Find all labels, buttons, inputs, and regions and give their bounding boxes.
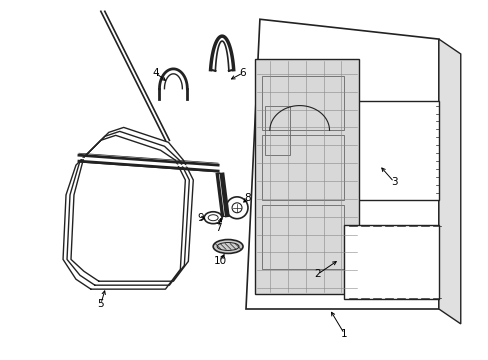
- Text: 5: 5: [97, 299, 104, 309]
- Text: 8: 8: [244, 193, 251, 203]
- Polygon shape: [254, 59, 359, 294]
- Text: 9: 9: [197, 213, 203, 223]
- Text: 4: 4: [152, 68, 159, 78]
- Text: 2: 2: [314, 269, 320, 279]
- Polygon shape: [344, 225, 438, 299]
- Bar: [262, 76, 344, 130]
- Ellipse shape: [204, 212, 222, 224]
- Text: 10: 10: [213, 256, 226, 266]
- Polygon shape: [354, 100, 438, 200]
- Text: 7: 7: [214, 222, 221, 233]
- Ellipse shape: [213, 239, 243, 253]
- Text: 3: 3: [390, 177, 397, 187]
- Text: 1: 1: [341, 329, 347, 339]
- Bar: [262, 135, 344, 200]
- Polygon shape: [438, 39, 460, 324]
- Bar: [262, 205, 344, 269]
- Text: 6: 6: [239, 68, 246, 78]
- Bar: [264, 105, 289, 155]
- Circle shape: [225, 197, 247, 219]
- Polygon shape: [245, 19, 438, 309]
